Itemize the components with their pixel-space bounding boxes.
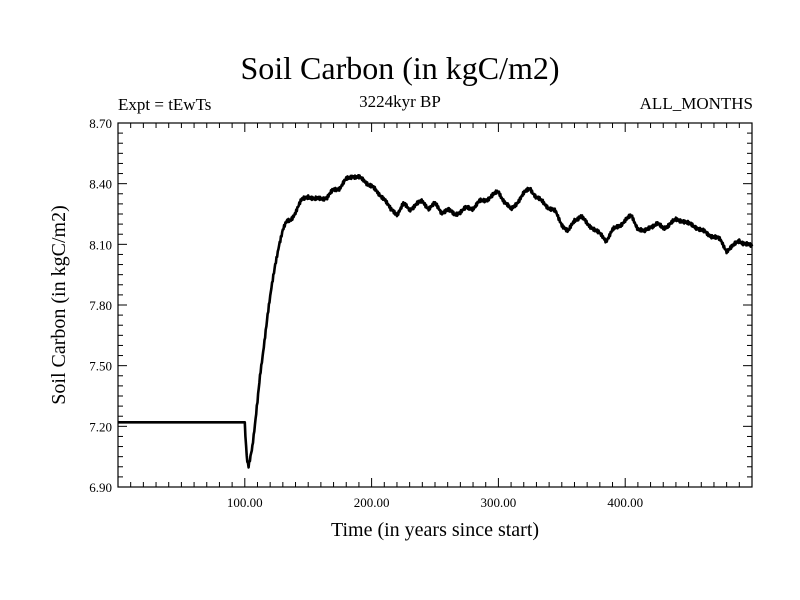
y-tick-label: 8.10	[89, 237, 112, 252]
x-tick-label: 300.00	[481, 495, 517, 510]
series-line	[117, 174, 754, 469]
y-tick-label: 7.50	[89, 359, 112, 374]
y-tick-label: 7.20	[89, 419, 112, 434]
experiment-label: Expt = tEwTs	[118, 95, 212, 114]
y-axis-label: Soil Carbon (in kgC/m2)	[48, 205, 70, 404]
y-tick-label: 8.40	[89, 177, 112, 192]
x-axis-label: Time (in years since start)	[331, 519, 539, 541]
chart-title: Soil Carbon (in kgC/m2)	[240, 50, 560, 86]
x-tick-label: 400.00	[607, 495, 643, 510]
chart-subtitle: 3224kyr BP	[359, 92, 441, 111]
x-tick-label: 100.00	[227, 495, 263, 510]
tick-labels: 100.00 200.00 300.00 400.00 6.90 7.20 7.50 7.80…	[89, 116, 643, 510]
y-tick-label: 7.80	[89, 298, 112, 313]
y-tick-label: 8.70	[89, 116, 112, 131]
months-label: ALL_MONTHS	[639, 94, 753, 113]
axis-ticks	[118, 123, 752, 487]
x-tick-label: 200.00	[354, 495, 390, 510]
plot-frame	[117, 122, 753, 488]
y-tick-label: 6.90	[89, 480, 112, 495]
